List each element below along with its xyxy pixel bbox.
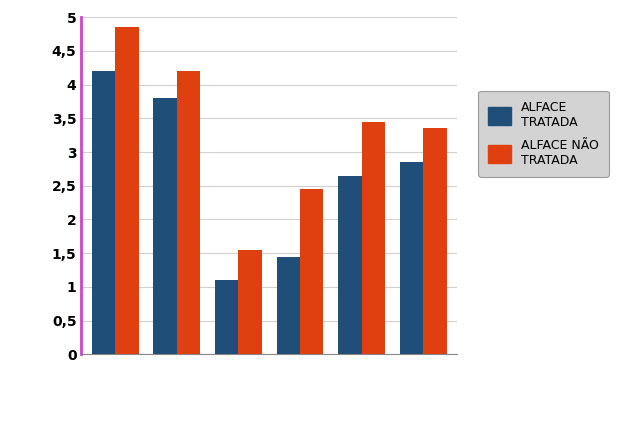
Bar [215, 280, 239, 354]
Bar [277, 257, 300, 354]
Bar [177, 71, 200, 354]
Bar [153, 98, 177, 354]
Bar [338, 176, 362, 354]
Legend: ALFACE
TRATADA, ALFACE NÃO
TRATADA: ALFACE TRATADA, ALFACE NÃO TRATADA [478, 91, 608, 177]
Bar [92, 71, 115, 354]
Bar [423, 128, 446, 354]
Bar [362, 122, 385, 354]
Bar [400, 162, 423, 354]
Bar [115, 27, 138, 354]
Bar [300, 189, 324, 354]
Bar [239, 250, 262, 354]
